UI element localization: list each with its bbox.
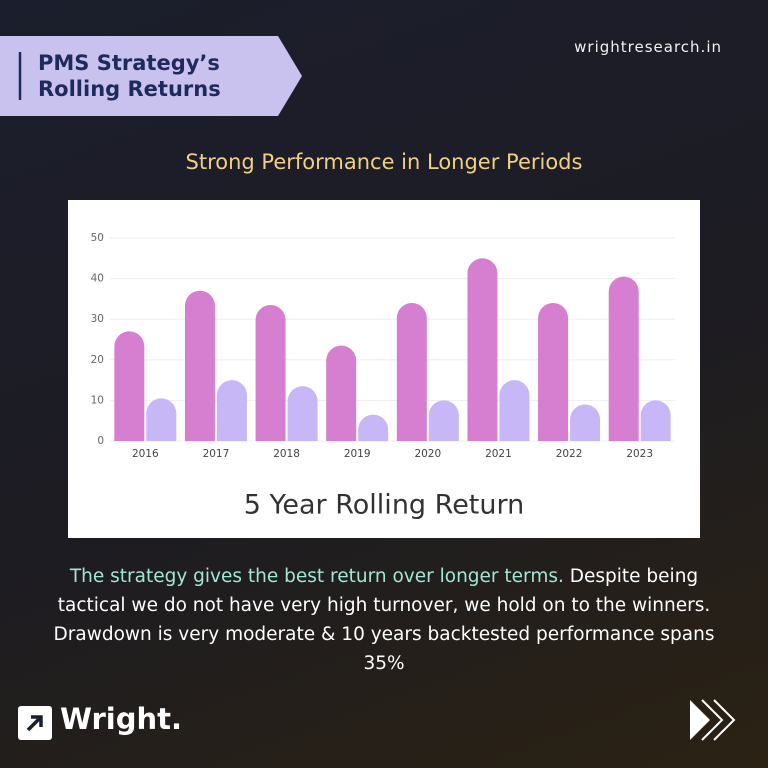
y-tick-label: 40 (91, 273, 104, 285)
y-tick-label: 0 (97, 435, 104, 447)
y-tick-label: 50 (91, 232, 104, 244)
x-tick-label: 2023 (626, 448, 653, 460)
next-icon (690, 699, 736, 741)
site-url: wrightresearch.in (574, 38, 722, 56)
banner-title: PMS Strategy’s (38, 51, 220, 75)
body-sentence: Despite being tactical we do not have ve… (53, 566, 715, 674)
bar (538, 302, 569, 441)
banner-shape (0, 36, 302, 116)
bar (326, 345, 357, 441)
y-tick-label: 20 (91, 354, 104, 366)
bar (216, 380, 247, 441)
x-tick-label: 2022 (556, 448, 583, 460)
bar (184, 290, 215, 441)
bar (396, 302, 427, 441)
x-tick-label: 2017 (203, 448, 230, 460)
banner-title: Rolling Returns (38, 77, 221, 101)
y-tick-label: 10 (91, 394, 104, 406)
bar (428, 400, 459, 441)
bar (146, 398, 177, 441)
chart: 5 Year Rolling Return 0 10 20 30 40 50 2016 201… (68, 200, 700, 538)
x-tick-label: 2021 (485, 448, 512, 460)
title-banner: PMS Strategy’s Rolling Returns (0, 36, 302, 116)
chart-title: 5 Year Rolling Return (244, 490, 525, 521)
subtitle: Strong Performance in Longer Periods (185, 150, 583, 174)
highlight-text: The strategy gives the best return over … (69, 566, 564, 587)
bar (640, 400, 671, 441)
x-tick-label: 2019 (344, 448, 371, 460)
x-tick-label: 2020 (414, 448, 441, 460)
bar (467, 258, 498, 441)
bar (287, 386, 318, 441)
bar (358, 414, 389, 441)
bar (255, 304, 286, 441)
logo-icon (18, 706, 52, 740)
bar (570, 404, 601, 441)
x-tick-label: 2016 (132, 448, 159, 460)
bar (114, 331, 145, 441)
body-text: The strategy gives the best return over … (34, 562, 734, 678)
x-tick-label: 2018 (273, 448, 300, 460)
bar (608, 276, 639, 441)
bar (499, 380, 530, 441)
y-tick-label: 30 (91, 313, 104, 325)
brand: Wright. (60, 702, 183, 736)
